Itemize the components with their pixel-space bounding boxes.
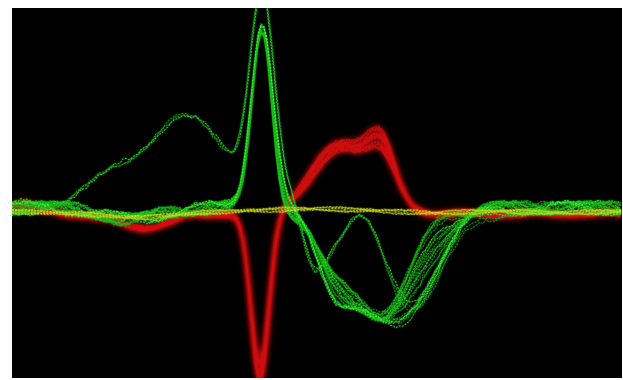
yellow-trace-group [12, 205, 622, 221]
waveform-overlay-image [12, 8, 622, 378]
green-trace [12, 31, 622, 321]
green-trace [12, 26, 622, 323]
yellow-trace [12, 207, 622, 219]
black-background [12, 8, 622, 378]
green-trace [12, 31, 622, 320]
yellow-trace [12, 206, 622, 220]
green-trace [12, 32, 622, 313]
